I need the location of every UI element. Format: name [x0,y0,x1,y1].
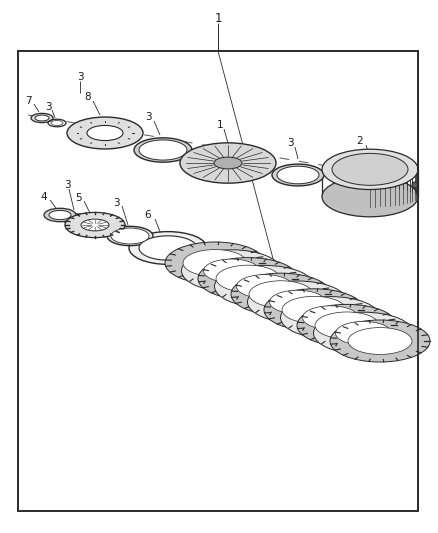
Text: 7: 7 [25,96,31,106]
Text: 2: 2 [357,136,363,146]
Ellipse shape [180,143,276,183]
Ellipse shape [139,140,187,160]
Ellipse shape [280,296,381,338]
Ellipse shape [215,265,314,308]
Text: 3: 3 [113,198,119,208]
Ellipse shape [249,281,313,308]
Ellipse shape [315,312,379,339]
Ellipse shape [81,219,109,231]
Ellipse shape [198,257,298,300]
Ellipse shape [282,296,346,323]
Ellipse shape [181,250,282,292]
Ellipse shape [247,281,347,323]
Ellipse shape [49,211,71,220]
Ellipse shape [314,312,413,354]
Text: 3: 3 [145,112,151,122]
Ellipse shape [129,232,207,264]
Text: 3: 3 [64,180,71,190]
Ellipse shape [31,114,53,123]
Text: 3: 3 [321,300,328,310]
Ellipse shape [303,306,358,329]
Ellipse shape [322,149,418,190]
Text: 1: 1 [214,12,222,25]
Ellipse shape [348,328,412,354]
Ellipse shape [322,176,418,217]
Text: 8: 8 [85,92,91,102]
Ellipse shape [216,265,280,292]
Text: 3: 3 [45,102,51,112]
Ellipse shape [204,259,259,282]
Ellipse shape [65,212,125,238]
Ellipse shape [134,138,192,162]
Text: 6: 6 [145,210,151,220]
Ellipse shape [231,273,331,315]
Ellipse shape [264,289,364,331]
Ellipse shape [237,274,293,298]
Text: 3: 3 [287,138,293,148]
Ellipse shape [107,227,153,246]
Text: 9: 9 [412,190,418,200]
Ellipse shape [183,249,247,277]
Ellipse shape [297,304,397,346]
Ellipse shape [336,321,392,345]
Ellipse shape [87,125,123,141]
Text: 3: 3 [77,72,83,82]
Ellipse shape [269,290,325,314]
Text: 1: 1 [217,120,223,130]
Ellipse shape [412,182,418,188]
Ellipse shape [272,164,324,186]
Ellipse shape [111,228,149,244]
Ellipse shape [67,117,143,149]
Bar [18,51,418,511]
Ellipse shape [330,320,430,362]
Ellipse shape [35,115,49,121]
Text: 5: 5 [75,193,81,203]
Ellipse shape [332,154,408,185]
Text: 4: 4 [41,192,47,202]
Ellipse shape [277,166,319,184]
Ellipse shape [139,236,197,260]
Text: 3: 3 [392,318,398,328]
Bar [18,51,418,511]
Ellipse shape [44,208,76,222]
Ellipse shape [214,157,242,169]
Ellipse shape [165,242,265,284]
